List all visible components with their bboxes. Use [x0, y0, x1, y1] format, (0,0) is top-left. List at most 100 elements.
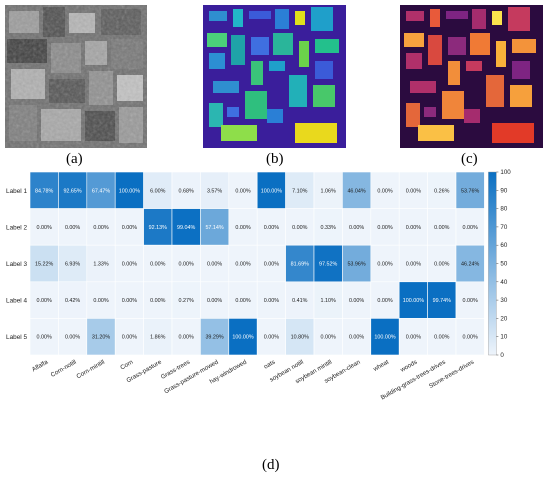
cell-label: 0.00%	[377, 188, 392, 194]
heatmap-cell	[200, 281, 230, 319]
cell-label: 92.65%	[63, 188, 81, 194]
heatmap-cell	[398, 281, 428, 319]
cell-label: 0.00%	[235, 262, 250, 268]
row-label: Label 1	[6, 188, 27, 195]
cell-label: 0.00%	[122, 225, 137, 231]
cell-label: 0.00%	[264, 225, 279, 231]
column-label: Corn-mintill	[75, 359, 106, 381]
colorbar	[488, 171, 497, 356]
caption-d: (d)	[262, 457, 280, 473]
heatmap-cell	[427, 244, 457, 283]
row-label: Label 5	[6, 334, 27, 341]
cell-label: 7.10%	[292, 188, 307, 194]
heatmap-cell	[256, 281, 286, 319]
cell-label: 46.04%	[347, 188, 365, 194]
heatmap-cell	[427, 281, 457, 319]
heatmap-cell	[228, 171, 258, 209]
heatmap-cell	[398, 171, 428, 209]
heatmap-cell	[370, 281, 400, 319]
cell-label: 53.96%	[347, 262, 365, 268]
cell-label: 0.00%	[37, 298, 52, 304]
heatmap-cell	[143, 208, 173, 246]
cell-label: 0.00%	[93, 298, 108, 304]
heatmap-cell	[256, 318, 286, 356]
heatmap-cell	[171, 171, 201, 209]
heatmap-cell	[370, 318, 400, 356]
heatmap-cell	[342, 281, 372, 319]
cell-label: 0.00%	[235, 225, 250, 231]
heatmap-cell	[427, 171, 457, 209]
heatmap-cell	[114, 244, 144, 283]
column-label: Corn-notill	[50, 359, 78, 379]
caption-a: (a)	[66, 151, 83, 167]
heatmap-cell	[200, 171, 230, 209]
heatmap-cell	[370, 244, 400, 283]
heatmap-cell	[256, 208, 286, 246]
cell-label: 0.00%	[321, 335, 336, 341]
heatmap-cell	[455, 318, 485, 356]
cell-label: 0.00%	[264, 335, 279, 341]
heatmap-cell	[29, 281, 59, 319]
cell-label: 46.24%	[461, 262, 479, 268]
colorbar-tick-label: 70	[500, 224, 507, 231]
cell-label: 1.06%	[321, 188, 336, 194]
heatmap-cell	[58, 281, 88, 319]
heatmap-cell	[342, 244, 372, 283]
cell-label: 0.00%	[93, 225, 108, 231]
cell-label: 0.00%	[406, 335, 421, 341]
cell-label: 0.00%	[406, 188, 421, 194]
heatmap-cell	[228, 318, 258, 356]
heatmap-cell	[285, 244, 315, 283]
colorbar-tick-label: 40	[500, 279, 507, 286]
cell-label: 53.76%	[461, 188, 479, 194]
cell-label: 15.22%	[35, 262, 53, 268]
column-label: Corn	[119, 358, 135, 371]
cell-label: 0.00%	[349, 298, 364, 304]
cell-label: 0.00%	[406, 225, 421, 231]
heatmap-cell	[313, 171, 343, 209]
cell-label: 0.00%	[207, 262, 222, 268]
heatmap-chart: 84.78% 92.65% 67.47% 100.00% 6.00% 0.68% 3.57%…	[6, 169, 511, 402]
cell-label: 0.00%	[264, 298, 279, 304]
column-label: Alfalfa	[31, 358, 50, 373]
heatmap-cell	[313, 208, 343, 246]
cell-label: 0.00%	[349, 225, 364, 231]
colorbar-tick-label: 80	[500, 206, 507, 213]
cell-label: 97.52%	[319, 262, 337, 268]
cell-label: 0.33%	[321, 225, 336, 231]
cell-label: 0.68%	[179, 188, 194, 194]
aerial-image-panel	[5, 5, 147, 148]
heatmap-cell	[171, 208, 201, 246]
cell-label: 1.33%	[93, 262, 108, 268]
caption-c: (c)	[461, 151, 478, 167]
heatmap-cell	[114, 171, 144, 209]
heatmap-cell	[285, 171, 315, 209]
cell-label: 0.00%	[463, 298, 478, 304]
cell-label: 0.00%	[65, 335, 80, 341]
row-label: Label 2	[6, 224, 27, 231]
colorbar-tick-label: 50	[500, 261, 507, 268]
heatmap-cell	[342, 318, 372, 356]
heatmap-cell	[143, 281, 173, 319]
cell-label: 0.26%	[434, 188, 449, 194]
heatmap-cell	[427, 318, 457, 356]
heatmap-cell	[114, 281, 144, 319]
colorbar-tick-label: 0	[500, 352, 504, 359]
cell-label: 100.00%	[261, 188, 282, 194]
column-label: oats	[263, 359, 277, 371]
cell-label: 0.00%	[349, 335, 364, 341]
cell-label: 39.29%	[205, 335, 223, 341]
cell-label: 84.78%	[35, 188, 53, 194]
cell-label: 0.00%	[150, 298, 165, 304]
heatmap-cell	[58, 171, 88, 209]
cell-label: 31.20%	[92, 335, 110, 341]
heatmap-cell	[114, 318, 144, 356]
row-label: Label 4	[6, 298, 27, 305]
cell-label: 57.14%	[205, 225, 223, 231]
heatmap-cell	[143, 171, 173, 209]
heatmap-cell	[285, 281, 315, 319]
heatmap-cell	[200, 208, 230, 246]
heatmap-cell	[114, 208, 144, 246]
cell-label: 0.00%	[377, 225, 392, 231]
caption-b: (b)	[266, 151, 284, 167]
